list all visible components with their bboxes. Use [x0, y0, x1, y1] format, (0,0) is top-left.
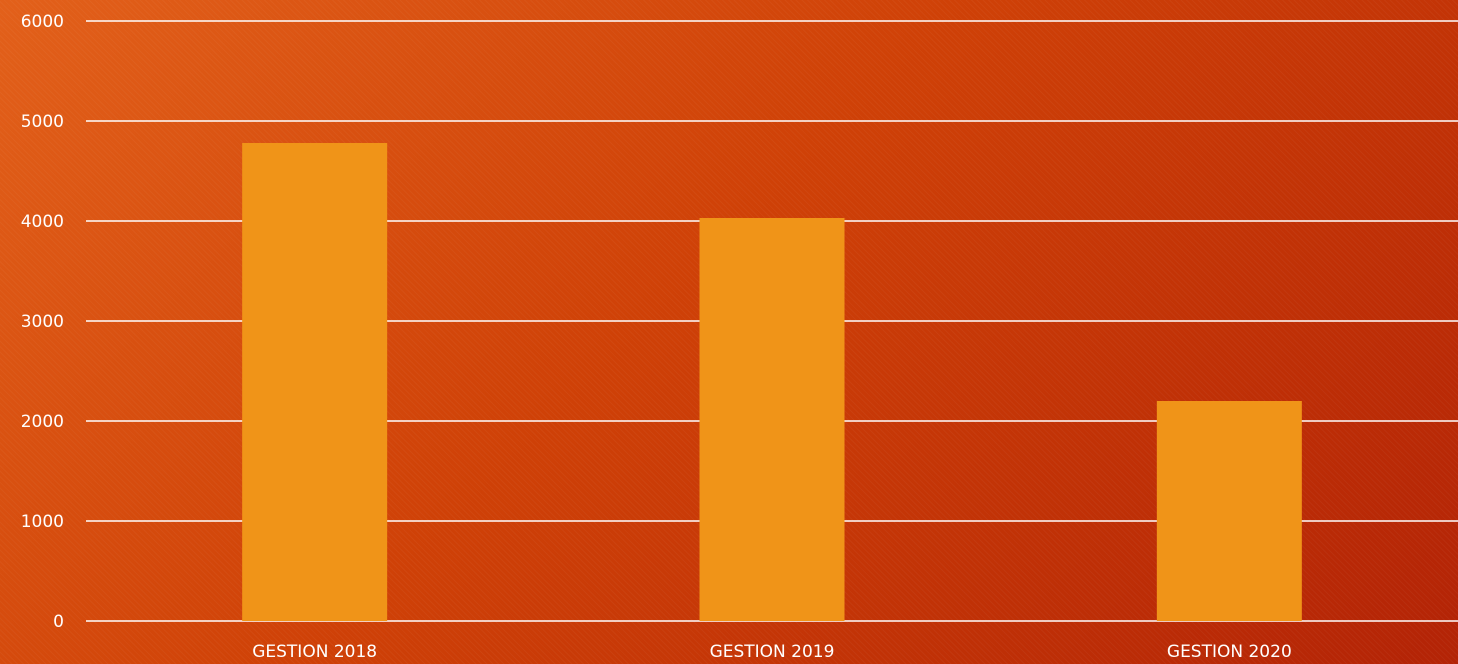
bars [242, 143, 1302, 621]
bar-gestion-2020 [1156, 401, 1302, 621]
y-tick-label: 3000 [21, 312, 64, 332]
y-tick-label: 5000 [21, 112, 64, 132]
y-tick-label: 0 [53, 612, 64, 632]
bar-gestion-2019 [699, 218, 845, 621]
y-tick-label: 2000 [21, 412, 64, 432]
y-tick-label: 6000 [21, 12, 64, 32]
y-axis-tick-labels: 0 1000 2000 3000 4000 5000 6000 [21, 12, 64, 632]
x-axis-category-labels: GESTION 2018 GESTION 2019 GESTION 2020 [252, 642, 1292, 662]
x-category-label: GESTION 2018 [252, 642, 377, 662]
x-category-label: GESTION 2020 [1167, 642, 1292, 662]
bar-gestion-2018 [242, 143, 388, 621]
y-tick-label: 1000 [21, 512, 64, 532]
y-tick-label: 4000 [21, 212, 64, 232]
x-category-label: GESTION 2019 [710, 642, 835, 662]
